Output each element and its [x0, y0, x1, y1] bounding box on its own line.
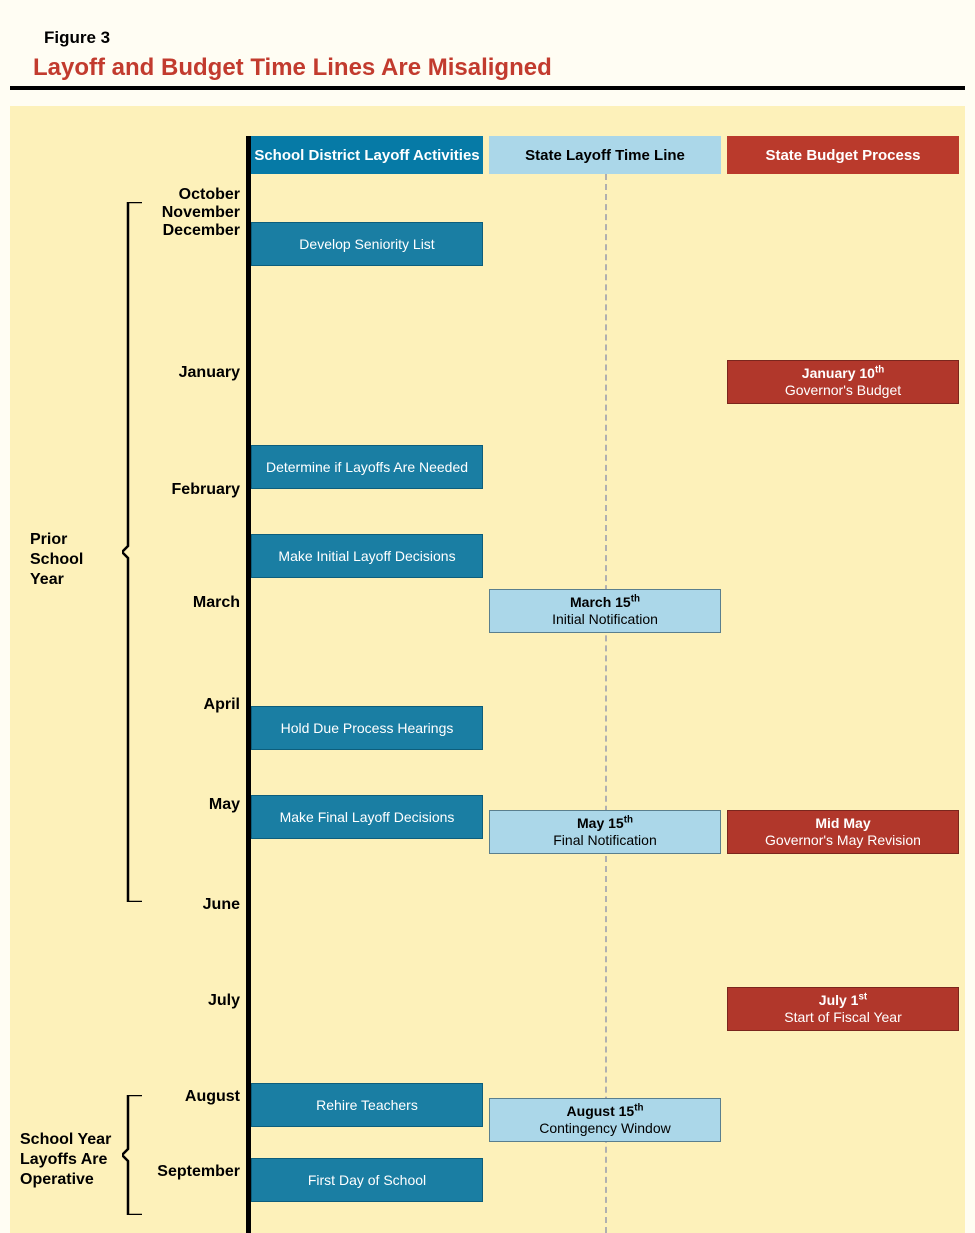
side-label-line: School Year	[20, 1130, 111, 1150]
figure-title: Layoff and Budget Time Lines Are Misalig…	[33, 54, 552, 82]
month-text: July	[120, 992, 240, 1010]
district-activity-box: Develop Seniority List	[251, 222, 483, 266]
header-col2: State Layoff Time Line	[489, 136, 721, 174]
district-activity-box: First Day of School	[251, 1158, 483, 1202]
sub-line: Start of Fiscal Year	[784, 1009, 902, 1026]
bracket-prior-icon	[122, 202, 142, 902]
side-label-line: Operative	[20, 1170, 111, 1190]
figure-label: Figure 3	[44, 28, 110, 48]
date-line: July 1st	[819, 992, 867, 1009]
sub-line: Governor's Budget	[785, 382, 901, 399]
district-activity-box: Make Final Layoff Decisions	[251, 795, 483, 839]
bracket-operative-icon	[122, 1095, 142, 1215]
district-activity-box: Make Initial Layoff Decisions	[251, 534, 483, 578]
sub-line: Governor's May Revision	[765, 832, 921, 849]
header-col3: State Budget Process	[727, 136, 959, 174]
date-line: May 15th	[577, 815, 633, 832]
side-label-line: School	[30, 550, 83, 570]
date-line: March 15th	[570, 594, 640, 611]
state-timeline-box: March 15thInitial Notification	[489, 589, 721, 633]
sub-line: Contingency Window	[539, 1120, 671, 1137]
side-label-line: Prior	[30, 530, 83, 550]
district-activity-box: Hold Due Process Hearings	[251, 706, 483, 750]
district-activity-box: Rehire Teachers	[251, 1083, 483, 1127]
date-line: Mid May	[815, 815, 870, 832]
state-timeline-box: May 15thFinal Notification	[489, 810, 721, 854]
date-line: August 15th	[567, 1103, 644, 1120]
side-label-line: Layoffs Are	[20, 1150, 111, 1170]
district-activity-box: Determine if Layoffs Are Needed	[251, 445, 483, 489]
header-col1: School District Layoff Activities	[251, 136, 483, 174]
dashed-midline	[605, 174, 607, 1233]
title-rule	[10, 86, 965, 90]
budget-process-box: January 10thGovernor's Budget	[727, 360, 959, 404]
vertical-axis	[246, 136, 251, 1233]
chart-background	[10, 106, 965, 1233]
budget-process-box: July 1stStart of Fiscal Year	[727, 987, 959, 1031]
state-timeline-box: August 15thContingency Window	[489, 1098, 721, 1142]
side-label-operative: School YearLayoffs AreOperative	[20, 1130, 111, 1190]
side-label-line: Year	[30, 570, 83, 590]
date-line: January 10th	[802, 365, 884, 382]
sub-line: Final Notification	[553, 832, 657, 849]
month-label: July	[120, 992, 240, 1010]
side-label-prior: PriorSchoolYear	[30, 530, 83, 590]
budget-process-box: Mid MayGovernor's May Revision	[727, 810, 959, 854]
sub-line: Initial Notification	[552, 611, 658, 628]
